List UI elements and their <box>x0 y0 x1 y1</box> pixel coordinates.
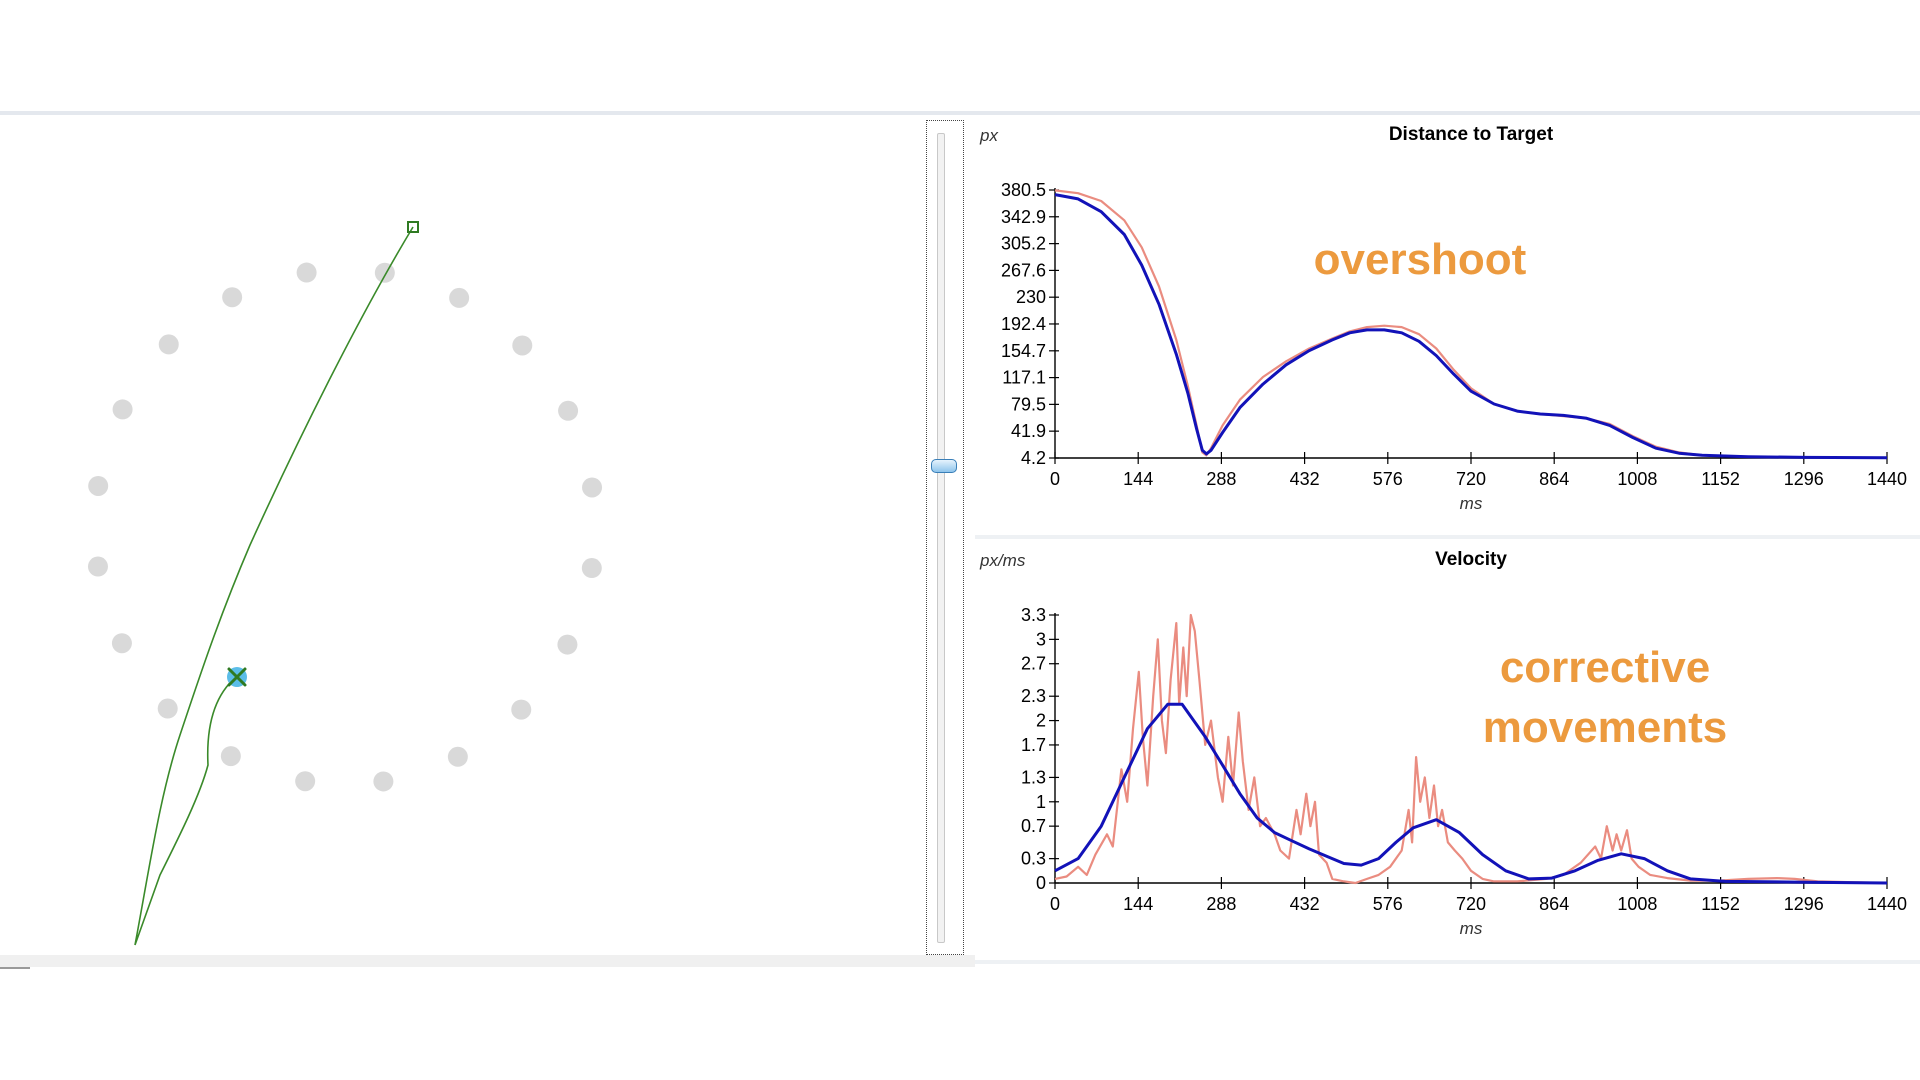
velocity-xlabel: ms <box>1460 919 1483 938</box>
trajectory-canvas[interactable] <box>0 115 925 955</box>
velocity-y-tick-label: 2.7 <box>1021 654 1046 674</box>
target-dot <box>449 287 470 308</box>
target-dot <box>222 287 243 308</box>
velocity-x-tick-label: 1152 <box>1701 894 1740 914</box>
top-border <box>0 111 1920 115</box>
cursor-path <box>134 226 414 946</box>
velocity-x-tick-label: 1440 <box>1867 894 1907 914</box>
distance-x-tick-label: 576 <box>1373 469 1403 489</box>
distance-title: Distance to Target <box>1389 124 1554 145</box>
velocity-y-tick-label: 0 <box>1036 873 1046 893</box>
distance-x-tick-label: 720 <box>1456 469 1486 489</box>
velocity-y-tick-label: 1.3 <box>1021 767 1046 787</box>
distance-x-tick-label: 864 <box>1539 469 1569 489</box>
time-slider-track[interactable] <box>937 133 945 943</box>
velocity-ylabel: px/ms <box>979 551 1026 570</box>
target-dot <box>512 335 533 356</box>
target-dot <box>582 477 603 498</box>
target-dot <box>447 746 468 767</box>
square-marker-icon <box>407 221 419 233</box>
velocity-x-tick-label: 1296 <box>1784 894 1824 914</box>
velocity-title: Velocity <box>1435 549 1507 570</box>
distance-y-tick-label: 4.2 <box>1021 448 1046 468</box>
distance-y-tick-label: 41.9 <box>1011 421 1046 441</box>
distance-y-tick-label: 342.9 <box>1001 207 1046 227</box>
horizontal-scrollbar[interactable] <box>0 955 975 967</box>
velocity-smoothed-series-line <box>1054 702 1888 885</box>
target-dot <box>581 558 602 579</box>
target-dot <box>157 698 178 719</box>
corrective-annotation-line2: movements <box>1482 703 1728 752</box>
target-dot <box>158 334 179 355</box>
velocity-y-tick-label: 1 <box>1036 792 1046 812</box>
target-dot <box>373 771 394 792</box>
distance-y-tick-label: 79.5 <box>1011 394 1046 414</box>
target-dot <box>296 262 317 283</box>
target-dot <box>88 475 109 496</box>
distance-chart-svg: px Distance to Target 4.2 41.9 79.5 117.1 154.… <box>979 124 1907 513</box>
distance-y-tick-label: 267.6 <box>1001 260 1046 280</box>
distance-x-tick-label: 144 <box>1123 469 1153 489</box>
velocity-y-tick-label: 2 <box>1036 711 1046 731</box>
velocity-y-tick-label: 0.3 <box>1021 849 1046 869</box>
target-dot <box>295 771 316 792</box>
corrective-annotation-line1: corrective <box>1499 643 1711 692</box>
velocity-y-tick-label: 2.3 <box>1021 686 1046 706</box>
velocity-y-tick-label: 3.3 <box>1021 605 1046 625</box>
distance-x-tick-label: 1152 <box>1701 469 1740 489</box>
velocity-x-tick-label: 576 <box>1373 894 1403 914</box>
distance-x-tick-label: 0 <box>1050 469 1060 489</box>
velocity-x-tick-label: 144 <box>1123 894 1153 914</box>
target-dot <box>111 633 132 654</box>
distance-y-tick-label: 154.7 <box>1001 341 1046 361</box>
velocity-y-tick-label: 0.7 <box>1021 816 1046 836</box>
velocity-x-tick-label: 432 <box>1290 894 1320 914</box>
velocity-x-tick-label: 720 <box>1456 894 1486 914</box>
distance-xlabel: ms <box>1460 494 1483 513</box>
target-circle <box>87 262 603 792</box>
distance-x-tick-label: 1008 <box>1617 469 1657 489</box>
velocity-x-tick-label: 1008 <box>1617 894 1657 914</box>
time-slider-panel <box>926 120 964 955</box>
velocity-y-tick-label: 3 <box>1036 629 1046 649</box>
velocity-chart: px/ms Velocity 0 0.3 0.7 1 1.3 1.7 2 2.3 2.7 3 3.3 0 1… <box>975 540 1920 960</box>
time-slider-thumb[interactable] <box>931 459 957 474</box>
scrollbar-thumb[interactable] <box>0 967 30 969</box>
target-dot <box>112 399 133 420</box>
distance-y-tick-label: 230 <box>1016 287 1046 307</box>
target-dot <box>557 634 578 655</box>
distance-y-tick-label: 192.4 <box>1001 314 1046 334</box>
velocity-y-tick-label: 1.7 <box>1021 735 1046 755</box>
trajectory-svg <box>87 221 603 946</box>
velocity-chart-svg: px/ms Velocity 0 0.3 0.7 1 1.3 1.7 2 2.3 2.7 3 3.3 0 1… <box>979 549 1907 938</box>
distance-chart: px Distance to Target 4.2 41.9 79.5 117.1 154.… <box>975 115 1920 535</box>
distance-x-tick-label: 432 <box>1290 469 1320 489</box>
distance-y-tick-label: 380.5 <box>1001 180 1046 200</box>
target-dot <box>374 262 395 283</box>
distance-y-tick-label: 305.2 <box>1001 234 1046 254</box>
target-dot <box>220 746 241 767</box>
velocity-x-tick-label: 288 <box>1206 894 1236 914</box>
distance-y-tick-label: 117.1 <box>1002 368 1046 388</box>
velocity-raw-series-line <box>1054 613 1888 885</box>
velocity-x-tick-label: 864 <box>1539 894 1569 914</box>
distance-x-tick-label: 288 <box>1206 469 1236 489</box>
distance-ylabel: px <box>979 126 998 145</box>
chart-divider <box>975 535 1920 539</box>
distance-smoothed-series-line <box>1054 193 1888 460</box>
distance-x-tick-label: 1296 <box>1784 469 1824 489</box>
overshoot-annotation: overshoot <box>1313 235 1527 284</box>
distance-x-tick-label: 1440 <box>1867 469 1907 489</box>
velocity-x-tick-label: 0 <box>1050 894 1060 914</box>
target-dot <box>558 400 579 421</box>
x-mark-icon <box>227 667 247 687</box>
target-dot <box>87 556 108 577</box>
chart-bottom-border <box>975 960 1920 964</box>
target-dot <box>511 699 532 720</box>
